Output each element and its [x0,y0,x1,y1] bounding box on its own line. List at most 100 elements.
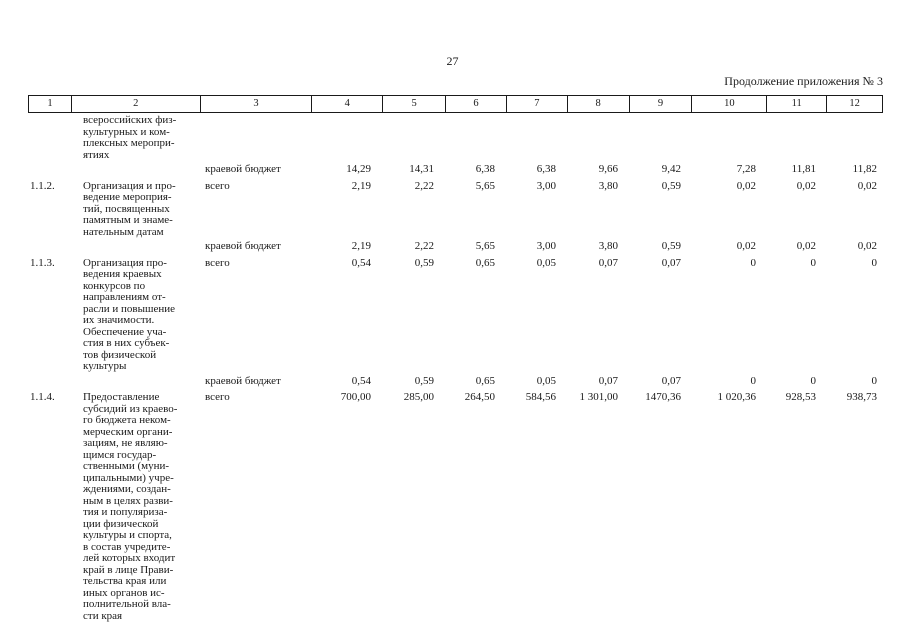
value-cell: 0,05 [536,256,556,269]
value-cell: 0,07 [598,374,618,387]
item-name-line: тия и популяриза- [83,506,168,518]
column-number-12: 12 [849,98,860,109]
item-name-line: их значимости. [83,314,155,326]
funding-row: всего 0,54 0,59 0,65 0,05 0,07 0,07 0 0 0 [28,256,883,270]
column-number-6: 6 [446,96,507,112]
column-number-10: 10 [692,96,768,112]
value-cell: 5,65 [475,240,495,252]
value-cell: 0,07 [598,256,618,269]
funding-row: всего 2,19 2,22 5,65 3,00 3,80 0,59 0,02 0,02 0,0… [28,179,883,193]
item-name-line: край в лице Прави- [83,563,174,576]
value-cell: 5,65 [475,179,495,192]
item-name-line: ственными (муни- [83,460,170,472]
item-name-line: ции физической [83,517,159,530]
value-cell: 0,02 [736,179,756,192]
value-cell: 0 [810,374,817,387]
funding-label: краевой бюджет [205,240,281,252]
item-name-line: ждениями, создан- [83,483,171,495]
item-name-line: ведение мероприя- [83,191,172,203]
value-cell: 0,59 [414,256,434,269]
funding-label: всего [205,256,230,269]
funding-label: краевой бюджет [205,163,281,175]
value-cell: 1 020,36 [717,391,757,403]
value-cell: 6,38 [536,163,556,175]
value-cell: 0,54 [351,374,371,387]
value-cell: 0,05 [536,374,556,387]
funding-row: краевой бюджет 14,29 14,31 6,38 6,38 9,66 9,42… [205,163,883,176]
item-number: 1.1.2. [30,179,55,192]
value-cell: 0,02 [857,179,877,192]
item-name-line: в состав учредите- [83,540,171,553]
value-cell: 0 [750,374,757,387]
item-number: 1.1.4. [30,391,55,403]
value-cell: 9,66 [598,163,618,175]
item-name-line: Предоставление [83,391,160,403]
value-cell: 0,02 [796,240,816,252]
value-cell: 0,02 [857,240,877,252]
continuation-note: Продолжение приложения № 3 [724,74,883,88]
value-cell: 0,07 [661,374,681,387]
funding-label: всего [205,391,230,403]
value-cell: 3,00 [536,240,556,252]
value-cell: 2,22 [414,240,434,252]
table-row: всероссийских физ-культурных и ком-плекс… [28,114,883,176]
item-name-line: мерческим органи- [83,425,173,438]
table-body: всероссийских физ-культурных и ком-плекс… [28,113,883,622]
item-name-line: расли и повышение [83,302,176,315]
item-name-line: сти края [83,609,123,622]
column-number-9: 9 [630,96,693,112]
item-name-line: щимся государ- [83,448,157,461]
item-name-line: плексных меропри- [83,137,175,149]
value-cell: 700,00 [340,391,371,403]
value-cell: 1470,36 [645,391,681,403]
item-name-line: ципальными) учре- [83,471,174,484]
value-cell: 0 [871,256,878,269]
value-cell: 3,00 [536,179,556,192]
item-name-line: Обеспечение уча- [83,325,167,338]
value-cell: 6,38 [475,163,495,175]
item-name-line: тов физической [83,348,157,361]
value-cell: 0 [871,374,878,387]
value-cell: 0,65 [475,256,495,269]
value-cell: 928,53 [785,391,816,403]
item-name-line: тий, посвященных [83,202,170,215]
item-name-line: иных органов ис- [83,586,165,599]
value-cell: 14,29 [346,163,371,175]
item-name-line: зациям, не являю- [83,437,168,449]
value-cell: 7,28 [736,163,756,175]
value-cell: 264,50 [464,391,495,403]
column-number-1: 1 [29,96,72,112]
item-name: всероссийских физ-культурных и ком-плекс… [83,114,203,161]
value-cell: 2,19 [351,240,371,252]
funding-row: краевой бюджет 2,19 2,22 5,65 3,00 3,80 0,59 0,… [205,240,883,253]
item-name-line: субсидий из краево- [83,402,178,415]
value-cell: 3,80 [598,240,618,252]
funding-row: краевой бюджет 0,54 0,59 0,65 0,05 0,07 0,07 0 0… [205,374,883,388]
column-number-3: 3 [201,96,313,112]
value-cell: 9,42 [661,163,681,175]
value-cell: 0,65 [475,374,495,387]
value-cell: 0 [750,256,757,269]
item-name: Предоставление субсидий из краево-го бюдж… [83,391,203,622]
item-name: Организация про-ведения краевых конкурсов… [83,257,203,373]
item-name-line: ным в целях разви- [83,494,173,507]
table-row: 1.1.4. Предоставление субсидий из краево-… [28,391,883,622]
funding-row: всего 700,00 285,00 264,50 584,56 1 301,00 147… [28,391,883,404]
column-number-8: 8 [568,96,630,112]
item-name-line: Организация и про- [83,179,176,192]
table-row: 1.1.3. Организация про-ведения краевых ко… [28,256,883,388]
item-number: 1.1.3. [30,256,55,269]
column-number-4: 4 [312,96,384,112]
value-cell: 0,59 [661,179,681,192]
item-name-line: направлениям от- [83,291,166,303]
item-name-line: культуры и спорта, [83,529,172,541]
item-name-line: полнительной вла- [83,598,171,610]
value-cell: 0,59 [661,240,681,252]
value-cell: 285,00 [403,391,434,403]
value-cell: 11,82 [852,163,877,175]
value-cell: 0,07 [661,256,681,269]
value-cell: 0 [810,256,817,269]
item-name-line: го бюджета неком- [83,414,171,426]
item-name-line: ведения краевых [83,268,162,280]
value-cell: 0,02 [736,240,756,252]
